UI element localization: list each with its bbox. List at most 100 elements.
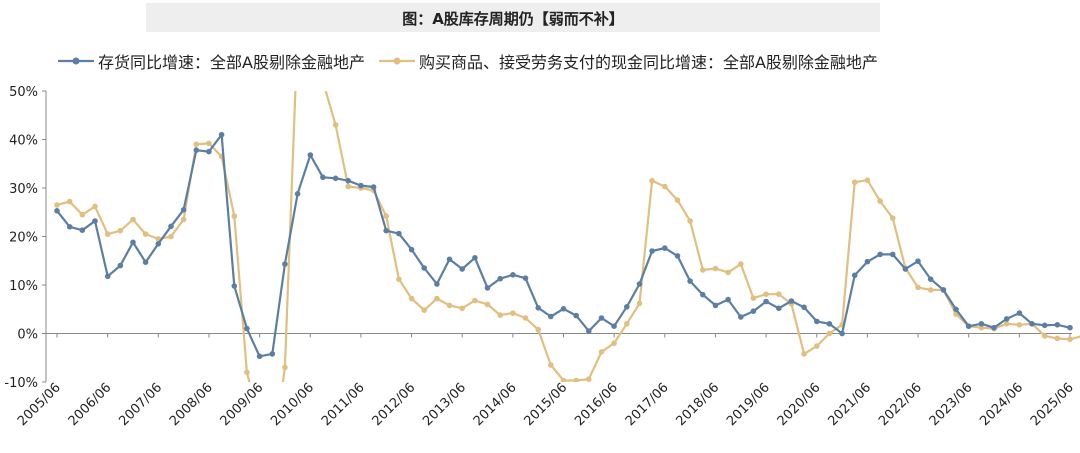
series-cash-purchases-point — [92, 203, 98, 210]
series-inventory-point — [155, 241, 162, 247]
series-cash-purchases-point — [750, 295, 757, 301]
series-cash-purchases-point — [383, 213, 390, 219]
x-tick-label: 2016/06 — [572, 380, 621, 429]
series-inventory-point — [877, 251, 883, 258]
series-inventory-point — [522, 275, 529, 282]
series-inventory-point — [839, 330, 845, 337]
series-cash-purchases-point — [421, 307, 428, 314]
series-cash-purchases-point — [193, 141, 200, 148]
chart-title: 图：A股库存周期仍【弱而不补】 — [402, 10, 624, 28]
legend-swatch-inventory — [58, 57, 94, 65]
series-inventory-point — [332, 175, 339, 182]
series-cash-purchases-point — [763, 291, 769, 298]
series-inventory-point — [117, 262, 124, 269]
y-tick-label: 50% — [9, 85, 38, 100]
series-inventory-point — [421, 265, 428, 271]
series-cash-purchases-point — [231, 213, 238, 219]
series-inventory-point — [826, 321, 833, 327]
series-inventory-point — [889, 251, 896, 258]
series-cash-purchases-point — [598, 349, 605, 355]
series-inventory-point — [256, 353, 263, 360]
x-tick-label: 2014/06 — [471, 380, 520, 429]
legend-label-inventory: 存货同比增速：全部A股剔除金融地产 — [98, 53, 365, 72]
series-inventory-point — [700, 291, 706, 298]
x-tick-label: 2019/06 — [724, 380, 773, 429]
series-cash-purchases-point — [636, 300, 643, 307]
series-inventory-point — [940, 287, 947, 293]
series-inventory-point — [396, 230, 402, 237]
series-inventory-point — [231, 283, 238, 289]
series-cash-purchases-point — [79, 211, 86, 218]
series-cash-purchases-point — [573, 377, 579, 382]
series-cash-purchases-point — [978, 324, 985, 331]
series-inventory-point — [750, 308, 757, 315]
series-inventory-point — [54, 208, 60, 214]
series-cash-purchases-point — [1054, 335, 1061, 342]
x-tick-label: 2009/06 — [218, 380, 267, 429]
series-inventory-point — [218, 131, 225, 138]
series-inventory-point — [307, 152, 314, 158]
series-inventory-point — [801, 304, 807, 311]
series-cash-purchases-point — [915, 284, 921, 291]
series-cash-purchases-point — [814, 343, 820, 349]
series-inventory-point — [1016, 310, 1023, 316]
series-inventory-point — [776, 305, 782, 312]
x-tick-label: 2013/06 — [420, 380, 469, 429]
series-cash-purchases-point — [104, 231, 111, 237]
series-cash-purchases-point — [295, 30, 301, 36]
series-cash-purchases-point — [459, 305, 466, 312]
series-inventory-line — [56, 133, 1071, 358]
series-inventory-point — [560, 306, 567, 312]
series-inventory-point — [586, 328, 592, 334]
series-cash-purchases-point — [345, 183, 352, 190]
x-tick-label: 2018/06 — [673, 380, 722, 429]
series-inventory-point — [497, 275, 504, 282]
series-cash-purchases-point — [142, 231, 149, 237]
series-inventory-point — [269, 351, 276, 357]
series-cash-purchases-point — [548, 362, 554, 368]
series-cash-purchases-point — [725, 269, 731, 276]
series-cash-purchases-line — [56, 91, 1080, 382]
series-cash-purchases-point — [1003, 321, 1010, 327]
x-tick-label: 2017/06 — [623, 380, 672, 429]
series-cash-purchases-point — [535, 326, 541, 333]
series-cash-purchases-point — [776, 291, 782, 298]
series-inventory-point — [383, 227, 390, 234]
series-cash-purchases-point — [130, 216, 136, 223]
series-cash-purchases-point — [472, 297, 478, 304]
series-cash-purchases-point — [244, 369, 250, 376]
series-inventory-point — [345, 177, 352, 184]
series-inventory-point — [611, 323, 617, 330]
series-cash-purchases-point — [1041, 333, 1048, 339]
y-tick-label: 0% — [17, 328, 38, 343]
x-tick-label: 2015/06 — [522, 380, 571, 429]
series-inventory-point — [244, 325, 250, 332]
chart-legend: 存货同比增速：全部A股剔除金融地产 购买商品、接受劳务支付的现金同比增速：全部A… — [58, 48, 892, 74]
series-inventory-point — [788, 298, 795, 304]
y-tick-label: -10% — [4, 376, 38, 391]
y-tick-label: 40% — [9, 134, 38, 149]
series-layer — [54, 30, 1080, 424]
series-cash-purchases-point — [332, 122, 339, 128]
series-inventory-point — [687, 278, 693, 284]
series-cash-purchases-point — [889, 215, 896, 221]
series-cash-purchases-point — [864, 177, 871, 183]
series-inventory-point — [851, 272, 858, 279]
series-cash-purchases-point — [257, 418, 263, 424]
series-cash-purchases-point — [396, 276, 402, 283]
x-tick-label: 2024/06 — [977, 380, 1026, 429]
tick-labels: -10%0%10%20%30%40%50%2005/06 2006/06 2007/… — [4, 85, 1076, 429]
series-inventory-point — [358, 182, 364, 189]
series-inventory-point — [434, 281, 440, 287]
series-cash-purchases-point — [320, 79, 326, 85]
series-inventory-point — [649, 248, 655, 254]
x-tick-label: 2012/06 — [370, 380, 419, 429]
series-inventory-point — [282, 261, 288, 267]
series-cash-purchases-point — [687, 218, 693, 224]
series-inventory-point — [674, 253, 681, 259]
series-inventory-point — [738, 314, 744, 320]
series-cash-purchases-point — [446, 302, 453, 309]
series-inventory-point — [446, 256, 453, 263]
series-inventory-point — [472, 254, 478, 261]
series-cash-purchases-point — [738, 261, 744, 267]
